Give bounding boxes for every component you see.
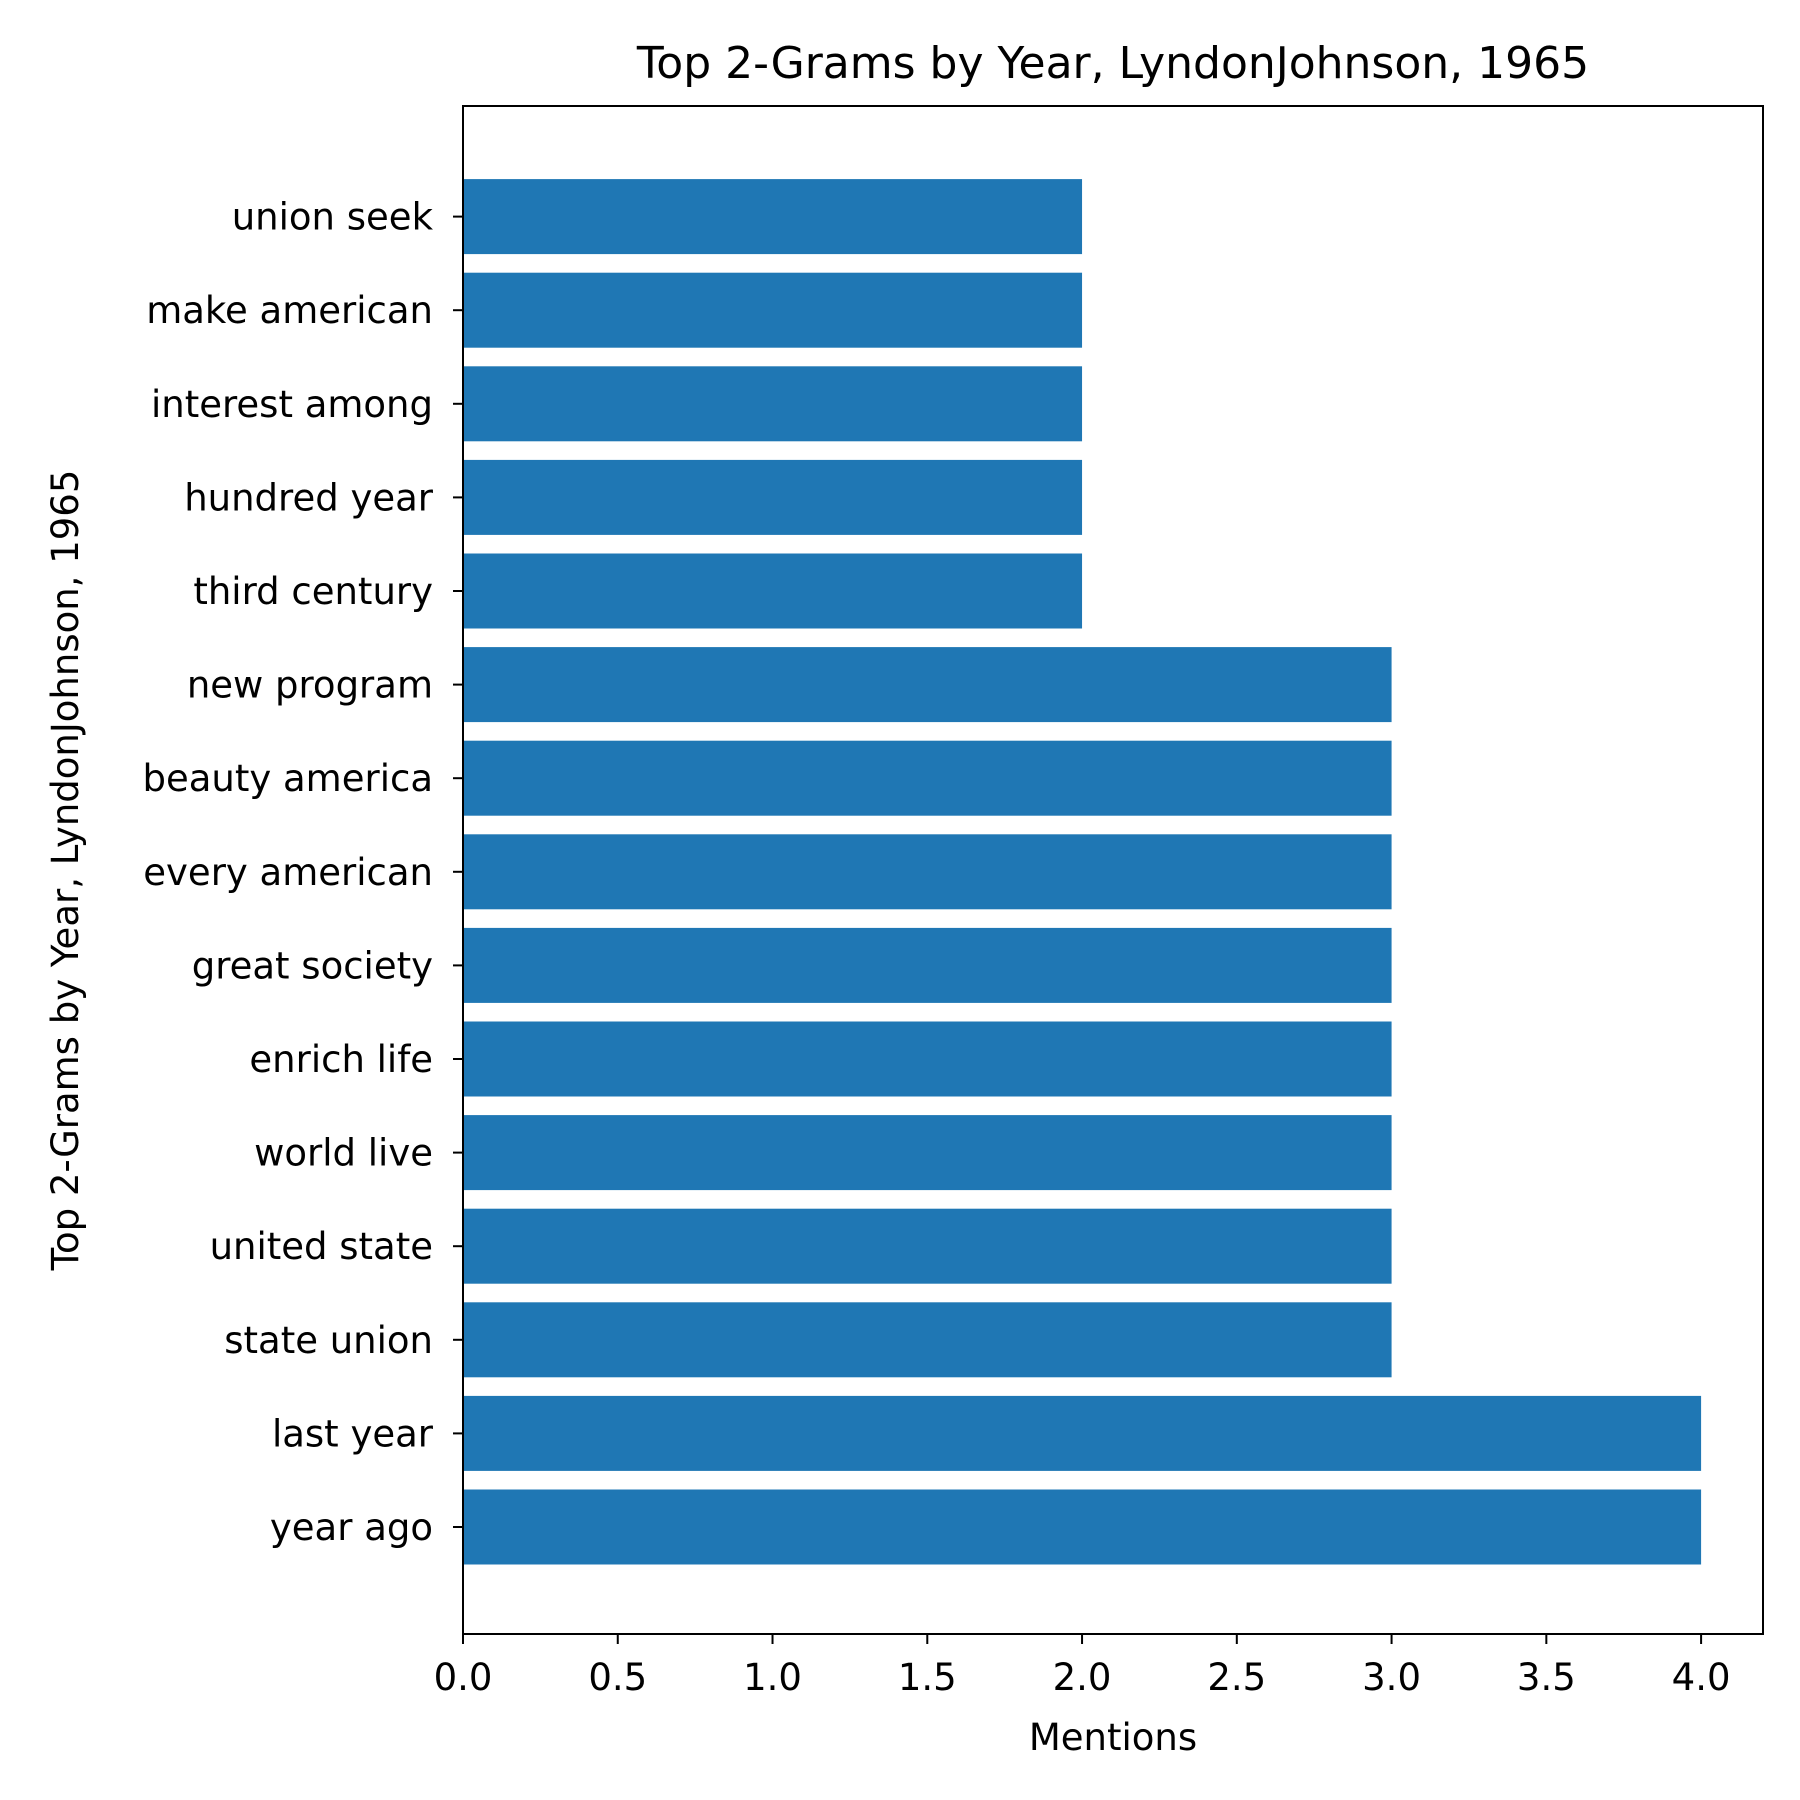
y-tick-label: union seek (232, 196, 434, 239)
x-tick-label: 2.0 (1053, 1656, 1112, 1699)
bar (463, 1395, 1702, 1471)
plot-frame (462, 105, 1764, 1635)
bar (463, 366, 1083, 442)
bars-group (463, 179, 1702, 1565)
y-tick-label: year ago (270, 1506, 433, 1549)
x-tick-label: 3.5 (1517, 1656, 1576, 1699)
bar (463, 1302, 1392, 1378)
y-tick-label: third century (193, 570, 433, 613)
y-ticks-group: year ago last year state union united state… (142, 196, 463, 1549)
bar (463, 647, 1392, 723)
bar (463, 1115, 1392, 1191)
x-tick-label: 0.5 (588, 1656, 647, 1699)
y-tick-label: every american (143, 851, 433, 894)
bar (463, 927, 1392, 1003)
y-tick-label: last year (272, 1412, 434, 1455)
y-tick-label: make american (146, 289, 433, 332)
y-tick-label: hundred year (184, 476, 434, 519)
x-ticks-group: 0.0 0.5 1.0 1.5 2.0 2.5 3.0 3.5 4.0 (434, 1634, 1731, 1699)
x-tick-label: 1.0 (743, 1656, 802, 1699)
bar (463, 459, 1083, 535)
bar (463, 1489, 1702, 1565)
y-tick-label: interest among (151, 383, 433, 426)
bar (463, 834, 1392, 910)
y-tick-label: united state (210, 1225, 433, 1268)
bar (463, 553, 1083, 629)
bar (463, 179, 1083, 255)
x-tick-label: 3.0 (1362, 1656, 1421, 1699)
y-tick-label: enrich life (249, 1038, 433, 1081)
bar (463, 1208, 1392, 1284)
x-tick-label: 1.5 (898, 1656, 957, 1699)
x-tick-label: 2.5 (1207, 1656, 1266, 1699)
y-axis-label: Top 2-Grams by Year, LyndonJohnson, 1965 (44, 470, 87, 1272)
y-tick-label: great society (192, 944, 433, 987)
x-tick-label: 4.0 (1672, 1656, 1731, 1699)
chart-title: Top 2-Grams by Year, LyndonJohnson, 1965 (636, 38, 1589, 89)
bar (463, 272, 1083, 348)
x-axis-label: Mentions (1029, 1716, 1197, 1759)
bar (463, 1021, 1392, 1097)
x-tick-label: 0.0 (434, 1656, 493, 1699)
bar (463, 740, 1392, 816)
y-tick-label: state union (224, 1319, 433, 1362)
y-tick-label: beauty america (142, 757, 433, 800)
y-tick-label: new program (187, 664, 433, 707)
y-tick-label: world live (254, 1132, 433, 1175)
